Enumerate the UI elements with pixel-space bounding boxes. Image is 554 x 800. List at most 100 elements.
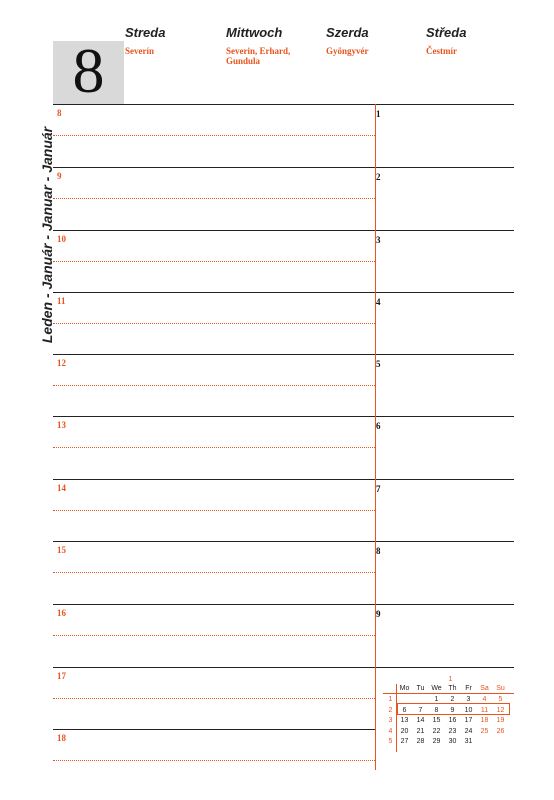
- calendar-weekday-header: We: [431, 685, 442, 692]
- calendar-day: 18: [480, 717, 489, 724]
- current-week-highlight: [397, 703, 510, 715]
- day-name-slovak: Streda: [125, 25, 166, 40]
- day-name-hungarian: Szerda: [326, 25, 369, 40]
- hour-label: 10: [57, 234, 66, 244]
- calendar-day: 29: [432, 738, 441, 745]
- note-line-number: 9: [376, 609, 381, 619]
- day-name-german: Mittwoch: [226, 25, 283, 40]
- half-hour-line: [53, 510, 375, 511]
- name-day-czech: Čestmír: [426, 46, 457, 56]
- half-hour-line: [53, 261, 375, 262]
- hour-label: 14: [57, 483, 66, 493]
- hour-divider-line: [53, 292, 514, 293]
- hour-divider-line: [53, 479, 514, 480]
- hour-label: 18: [57, 733, 66, 743]
- note-line-number: 4: [376, 297, 381, 307]
- calendar-weekday-header: Sa: [480, 685, 489, 692]
- half-hour-line: [53, 198, 375, 199]
- hour-label: 17: [57, 671, 66, 681]
- day-name-czech: Středa: [426, 25, 467, 40]
- calendar-week-number: 5: [388, 738, 393, 745]
- day-number: 8: [72, 35, 105, 106]
- hour-divider-line: [53, 667, 514, 668]
- hour-divider-line: [53, 167, 514, 168]
- hour-divider-line: [53, 230, 514, 231]
- calendar-day: 1: [434, 696, 439, 703]
- hour-divider-line: [53, 354, 514, 355]
- hour-label: 8: [57, 108, 62, 118]
- note-line-number: 8: [376, 546, 381, 556]
- calendar-day: 13: [400, 717, 409, 724]
- calendar-day: 25: [480, 727, 489, 735]
- half-hour-line: [53, 698, 375, 699]
- calendar-day: 9: [450, 706, 455, 714]
- calendar-day: 20: [400, 727, 409, 735]
- hour-label: 11: [57, 296, 66, 306]
- hour-label: 12: [57, 358, 66, 368]
- calendar-day: 26: [496, 727, 505, 735]
- name-day-hungarian: Gyöngyvér: [326, 46, 369, 56]
- hour-divider-line: [53, 729, 375, 730]
- calendar-day: 15: [432, 717, 441, 724]
- half-hour-line: [53, 323, 375, 324]
- half-hour-line: [53, 135, 375, 136]
- calendar-week-divider: [396, 684, 397, 752]
- calendar-day: 7: [418, 706, 423, 714]
- name-day-slovak: Severín: [125, 46, 154, 56]
- calendar-day: 23: [448, 727, 457, 735]
- note-line-number: 6: [376, 421, 381, 431]
- note-line-number: 1: [376, 109, 381, 119]
- calendar-day: 24: [464, 727, 473, 735]
- calendar-day: 28: [416, 738, 425, 745]
- hour-label: 16: [57, 608, 66, 618]
- half-hour-line: [53, 760, 375, 761]
- date-box: [53, 41, 124, 104]
- note-line-number: 5: [376, 359, 381, 369]
- calendar-day: 12: [496, 706, 505, 714]
- note-line-number: 2: [376, 172, 381, 182]
- calendar-day: 10: [464, 706, 473, 714]
- calendar-day: 3: [466, 696, 471, 703]
- calendar-day: 8: [434, 706, 439, 714]
- calendar-week-number: 1: [388, 696, 393, 703]
- name-day-german: Severin, Erhard, Gundula: [226, 46, 291, 66]
- month-side-label: Leden - Január - Januar - Január: [39, 126, 55, 344]
- hour-divider-line: [53, 604, 514, 605]
- calendar-day: 4: [482, 696, 487, 703]
- note-line-number: 3: [376, 235, 381, 245]
- calendar-weekday-header: Th: [448, 685, 457, 692]
- calendar-day: 21: [416, 727, 425, 735]
- hour-divider-line: [53, 104, 514, 105]
- calendar-weekday-header: Mo: [399, 685, 410, 692]
- calendar-weekday-header: Tu: [416, 685, 425, 692]
- calendar-day: 2: [450, 696, 455, 703]
- calendar-day: 14: [416, 717, 425, 724]
- calendar-day: 19: [496, 717, 505, 724]
- note-line-number: 7: [376, 484, 381, 494]
- hour-divider-line: [53, 416, 514, 417]
- calendar-day: 11: [480, 706, 489, 714]
- hour-label: 9: [57, 171, 62, 181]
- calendar-day: 31: [464, 738, 473, 745]
- calendar-header-divider: [383, 693, 514, 694]
- calendar-day: 5: [498, 696, 503, 703]
- hour-divider-line: [53, 541, 514, 542]
- half-hour-line: [53, 447, 375, 448]
- calendar-week-number: 2: [388, 706, 393, 714]
- hour-label: 13: [57, 420, 66, 430]
- half-hour-line: [53, 635, 375, 636]
- calendar-week-number: 3: [388, 717, 393, 724]
- calendar-day: 6: [402, 706, 407, 714]
- calendar-day: 27: [400, 738, 409, 745]
- calendar-day: 17: [464, 717, 473, 724]
- column-divider: [375, 104, 376, 770]
- calendar-day: 16: [448, 717, 457, 724]
- half-hour-line: [53, 385, 375, 386]
- half-hour-line: [53, 572, 375, 573]
- calendar-week-number: 4: [388, 727, 393, 735]
- hour-label: 15: [57, 545, 66, 555]
- calendar-weekday-header: Su: [496, 685, 505, 692]
- calendar-month-number: 1: [448, 676, 453, 683]
- calendar-weekday-header: Fr: [465, 685, 472, 692]
- calendar-day: 30: [448, 738, 457, 745]
